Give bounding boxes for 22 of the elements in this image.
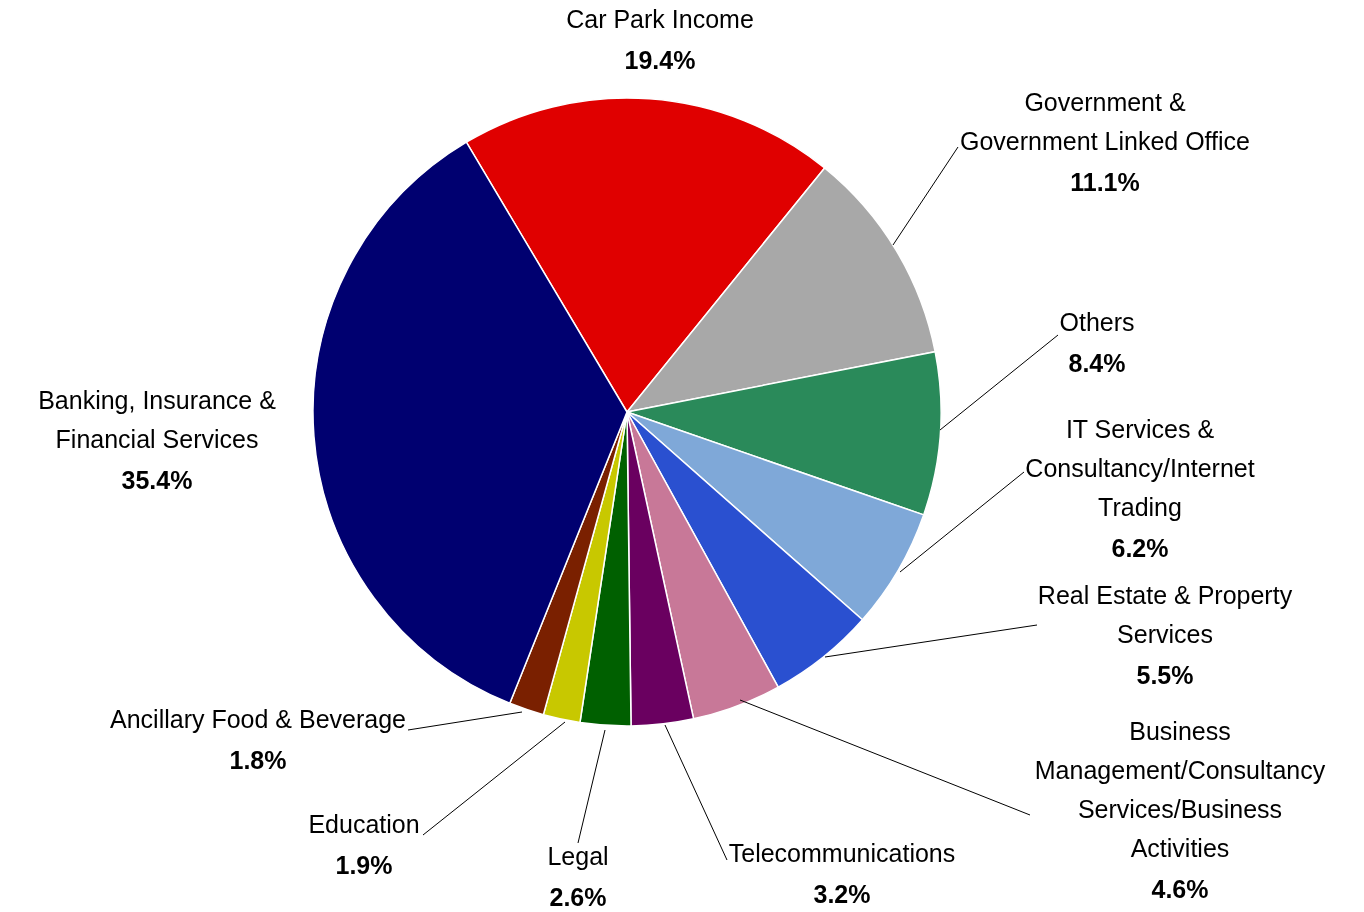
slice-label: Car Park Income (566, 5, 754, 34)
data-label: 1.9% (335, 851, 393, 879)
data-label: 5.5% (1136, 661, 1194, 689)
data-label: 11.1% (1070, 168, 1140, 196)
data-label: 19.4% (624, 46, 696, 74)
slice-label: Ancillary Food & Beverage (110, 705, 406, 734)
data-label: 35.4% (121, 466, 193, 494)
data-label: 2.6% (549, 883, 607, 911)
slice-label: Telecommunications (728, 839, 956, 868)
slice-label: Banking, Insurance & Financial Services (38, 386, 277, 454)
slice-label: Others (1059, 308, 1135, 337)
slice-label: Legal (547, 842, 609, 871)
slice-label: Education (308, 810, 420, 839)
slice-label: Real Estate & Property Services (1037, 581, 1293, 649)
data-label: 8.4% (1068, 349, 1126, 377)
data-label: 4.6% (1151, 875, 1209, 903)
slice-label: Business Management/Consultancy Services/Business Activities (1034, 717, 1326, 863)
slice-label: IT Services & Consultancy/Internet Trading (1025, 415, 1255, 522)
slice-label: Government & Government Linked Office (960, 88, 1250, 156)
data-label: 3.2% (813, 880, 871, 908)
data-label: 1.8% (229, 746, 287, 774)
data-label: 6.2% (1111, 534, 1169, 562)
